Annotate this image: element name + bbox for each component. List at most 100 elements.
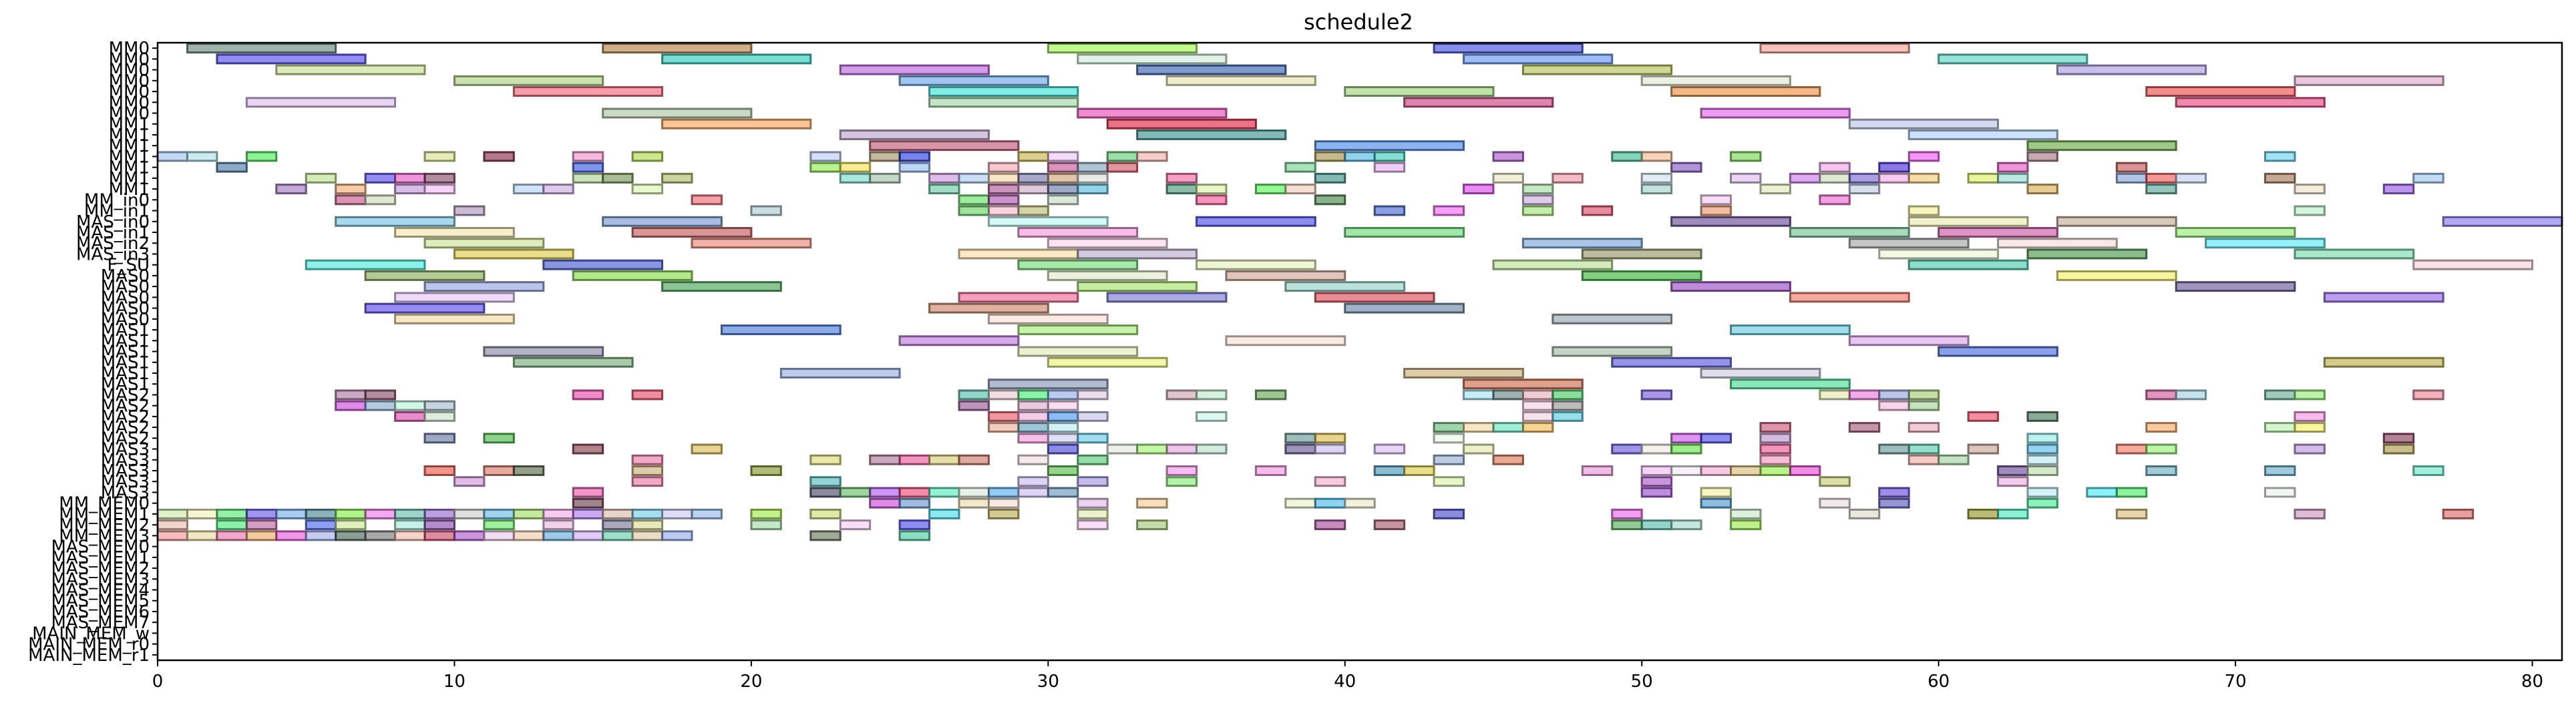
task-bar bbox=[1077, 53, 1228, 65]
task-bar bbox=[1819, 476, 1851, 487]
task-bar bbox=[1878, 487, 1910, 498]
task-bar bbox=[1344, 227, 1465, 238]
task-bar bbox=[1789, 172, 1821, 184]
task-bar bbox=[453, 508, 486, 519]
task-bar bbox=[1789, 292, 1910, 303]
task-bar bbox=[1254, 184, 1287, 195]
task-bar bbox=[631, 530, 664, 541]
task-bar bbox=[1848, 172, 1881, 184]
task-bar bbox=[2293, 184, 2326, 195]
task-bar bbox=[1077, 497, 1109, 509]
task-bar bbox=[1611, 357, 1732, 368]
task-bar bbox=[1878, 162, 1910, 173]
task-bar bbox=[1195, 259, 1316, 270]
task-bar bbox=[1047, 151, 1079, 162]
task-bar bbox=[1077, 508, 1109, 519]
y-tick-label: MAS_MEM5 bbox=[51, 592, 150, 612]
task-bar bbox=[245, 519, 278, 531]
task-bar bbox=[1373, 519, 1406, 531]
task-bar bbox=[809, 508, 842, 519]
task-bar bbox=[1581, 270, 1702, 281]
task-bar bbox=[572, 508, 604, 519]
task-bar bbox=[1848, 389, 1881, 401]
bars-layer bbox=[156, 43, 2563, 541]
y-tick-label: MAS_MEM2 bbox=[51, 559, 150, 579]
task-bar bbox=[512, 508, 545, 519]
task-bar bbox=[216, 530, 248, 541]
y-tick-label: MM0 bbox=[109, 82, 150, 102]
task-bar bbox=[2115, 172, 2148, 184]
task-bar bbox=[186, 151, 218, 162]
task-bar bbox=[1165, 476, 1198, 487]
y-tick-label: MM_MEM3 bbox=[59, 526, 150, 546]
task-bar bbox=[1700, 487, 1732, 498]
task-bar bbox=[1521, 422, 1554, 433]
task-bar bbox=[869, 497, 901, 509]
task-bar bbox=[1136, 129, 1287, 140]
task-bar bbox=[1047, 443, 1079, 455]
task-bar bbox=[1670, 433, 1702, 444]
task-bar bbox=[1848, 118, 2000, 130]
task-bar bbox=[186, 530, 218, 541]
y-tick-label: MAS3 bbox=[101, 483, 150, 503]
task-bar bbox=[1670, 86, 1821, 97]
task-bar bbox=[2145, 443, 2177, 455]
y-tick-label: MAS2 bbox=[101, 385, 150, 405]
task-bar bbox=[661, 53, 812, 65]
x-tick-label: 10 bbox=[443, 672, 466, 692]
y-tick-label: MAS_MEM6 bbox=[51, 602, 150, 622]
task-bar bbox=[1907, 216, 2029, 227]
y-tick-label: MAS1 bbox=[101, 364, 150, 384]
y-tick-label: MAS_MEM7 bbox=[51, 613, 150, 633]
task-bar bbox=[394, 172, 426, 184]
task-bar bbox=[2115, 487, 2148, 498]
y-tick-label: MAS2 bbox=[101, 397, 150, 417]
task-bar bbox=[2026, 248, 2148, 260]
y-tick-label: MM1 bbox=[109, 136, 150, 156]
task-bar bbox=[572, 151, 604, 162]
task-bar bbox=[1759, 184, 1791, 195]
task-bar bbox=[335, 184, 367, 195]
task-bar bbox=[1492, 259, 1614, 270]
task-bar bbox=[2382, 433, 2415, 444]
task-bar bbox=[2026, 151, 2058, 162]
task-bar bbox=[1730, 324, 1851, 336]
x-tick-label: 30 bbox=[1037, 672, 1059, 692]
task-bar bbox=[1017, 259, 1139, 270]
task-bar bbox=[1314, 292, 1435, 303]
task-bar bbox=[1463, 184, 1495, 195]
task-bar bbox=[1521, 400, 1554, 411]
task-bar bbox=[394, 313, 515, 324]
x-tick-label: 80 bbox=[2521, 672, 2543, 692]
task-bar bbox=[2293, 422, 2326, 433]
task-bar bbox=[1284, 433, 1316, 444]
task-bar bbox=[1284, 162, 1316, 173]
task-bar bbox=[809, 487, 842, 498]
task-bar bbox=[1759, 443, 1791, 455]
task-bar bbox=[216, 508, 248, 519]
task-bar bbox=[987, 313, 1109, 324]
task-bar bbox=[216, 519, 248, 531]
y-tick-label: MM1 bbox=[109, 126, 150, 146]
task-bar bbox=[1047, 194, 1079, 206]
x-tick-label: 40 bbox=[1334, 672, 1356, 692]
task-bar bbox=[1640, 75, 1791, 86]
task-bar bbox=[1700, 194, 1732, 206]
task-bar bbox=[1611, 508, 1643, 519]
y-tick-label: MAS3 bbox=[101, 440, 150, 460]
task-bar bbox=[1077, 184, 1109, 195]
chart-title: schedule2 bbox=[1304, 9, 1413, 35]
task-bar bbox=[691, 194, 723, 206]
x-tick-label: 50 bbox=[1631, 672, 1653, 692]
task-bar bbox=[1878, 248, 2000, 260]
task-bar bbox=[1789, 465, 1821, 476]
task-bar bbox=[1611, 519, 1643, 531]
task-bar bbox=[958, 292, 1079, 303]
task-bar bbox=[2115, 162, 2148, 173]
task-bar bbox=[2115, 508, 2148, 519]
task-bar bbox=[987, 487, 1020, 498]
task-bar bbox=[1017, 346, 1139, 357]
task-bar bbox=[869, 140, 1020, 152]
task-bar bbox=[2026, 184, 2058, 195]
task-bar bbox=[898, 151, 931, 162]
